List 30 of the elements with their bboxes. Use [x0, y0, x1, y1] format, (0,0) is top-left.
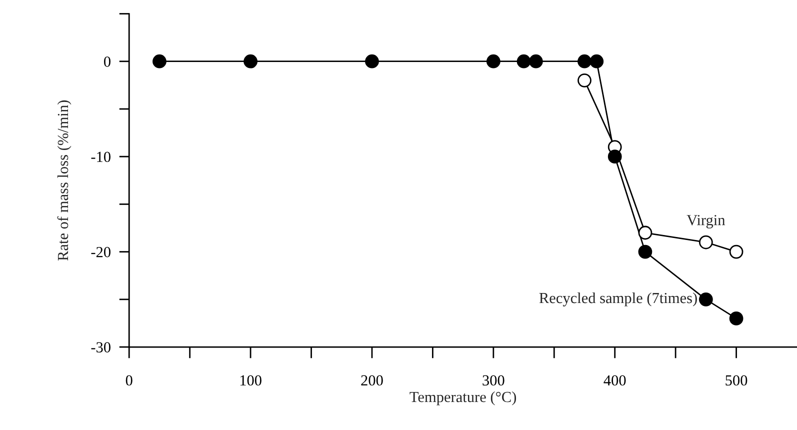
series-label: Recycled sample (7times)	[539, 292, 697, 306]
point	[152, 54, 166, 68]
y-axis-title: Rate of mass loss (%/min)	[57, 100, 72, 261]
point	[244, 54, 258, 68]
x-tick-label: 500	[726, 375, 748, 386]
point	[698, 235, 713, 250]
point	[608, 150, 622, 164]
series-label: Virgin	[686, 214, 726, 228]
point	[578, 54, 592, 68]
x-tick-label: 0	[126, 375, 132, 386]
y-tick-label: -10	[91, 152, 110, 162]
point	[528, 54, 543, 68]
y-tick-label: -20	[91, 246, 110, 258]
point	[638, 244, 652, 259]
y-tick-label: 0	[104, 56, 110, 67]
point	[698, 292, 713, 306]
point	[516, 54, 531, 68]
point	[486, 54, 500, 68]
point	[578, 73, 592, 88]
y-tick-label: -30	[91, 342, 110, 352]
point	[729, 244, 744, 259]
point	[729, 312, 744, 326]
point	[590, 54, 604, 68]
x-tick-label: 200	[361, 375, 383, 386]
x-tick-label: 300	[482, 375, 504, 386]
x-axis-title: Temperature (°C)	[410, 391, 516, 406]
point	[638, 226, 652, 240]
x-tick-label: 100	[240, 375, 262, 386]
point	[365, 54, 379, 68]
x-tick-label: 400	[604, 375, 626, 386]
